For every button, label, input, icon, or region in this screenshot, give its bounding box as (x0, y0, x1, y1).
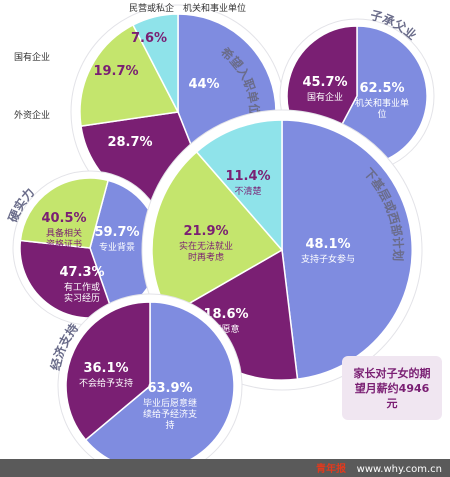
pie-slice (79, 23, 180, 127)
slice-value-label: 62.5% (359, 81, 404, 96)
slice-value-label: 36.1% (83, 361, 128, 376)
slice-category-label: 资格证书 (46, 238, 82, 250)
footer-bar: 青年报 www.why.com.cn (0, 459, 450, 477)
slice-value-label: 59.7% (94, 225, 139, 240)
slice-category-label: 民营或私企 (129, 2, 174, 14)
slice-category-label: 专业背景 (99, 241, 135, 253)
slice-value-label: 18.6% (203, 307, 248, 322)
salary-callout-text: 家长对子女的期望月薪约4946元 (353, 366, 431, 410)
slice-category-label: 实习经历 (64, 292, 100, 304)
slice-value-label: 21.9% (183, 224, 228, 239)
slice-category-label: 毕业后愿意继 (143, 397, 197, 409)
slice-category-label: 支持子女参与 (301, 253, 355, 265)
slice-category-label: 具备相关 (46, 227, 82, 239)
slice-value-label: 63.9% (147, 381, 192, 396)
slice-value-label: 40.5% (41, 211, 86, 226)
slice-value-label: 19.7% (93, 64, 138, 79)
pie-slice (195, 119, 283, 253)
slice-value-label: 11.4% (225, 169, 270, 184)
slice-category-label: 国有企业 (14, 51, 50, 63)
slice-value-label: 47.3% (59, 265, 104, 280)
pie-slice (65, 301, 151, 441)
slice-value-label: 44% (188, 77, 219, 92)
slice-value-label: 48.1% (305, 237, 350, 252)
slice-category-label: 外资企业 (14, 109, 50, 121)
slice-category-label: 机关和事业单位 (183, 2, 246, 14)
newspaper-logo: 青年报 (316, 464, 346, 475)
slice-category-label: 持 (165, 419, 174, 431)
slice-value-label: 28.7% (107, 135, 152, 150)
slice-category-label: 时再考虑 (188, 251, 224, 263)
slice-category-label: 位 (377, 108, 386, 120)
slice-category-label: 续给予经济支 (143, 408, 197, 420)
slice-value-label: 45.7% (302, 75, 347, 90)
pie-slice (19, 177, 110, 249)
pie-slice (131, 13, 179, 113)
slice-category-label: 国有企业 (307, 91, 343, 103)
slice-category-label: 有工作或 (64, 281, 100, 293)
source-url: www.why.com.cn (356, 464, 442, 475)
slice-value-label: 7.6% (131, 31, 167, 46)
slice-category-label: 实在无法就业 (179, 240, 233, 252)
salary-callout: 家长对子女的期望月薪约4946元 (342, 356, 442, 420)
slice-category-label: 不会给予支持 (79, 377, 133, 389)
slice-category-label: 机关和事业单 (355, 97, 409, 109)
slice-category-label: 不清楚 (234, 185, 261, 197)
